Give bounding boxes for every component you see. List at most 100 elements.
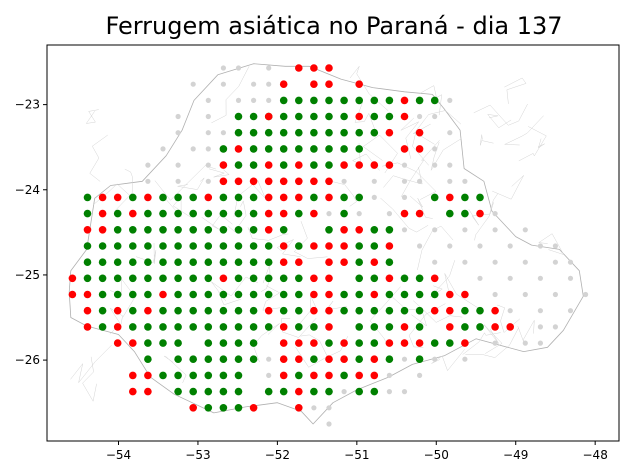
red-point: [83, 323, 92, 331]
gray_station-point: [251, 97, 257, 103]
green-point: [370, 387, 379, 396]
red-point: [279, 209, 288, 218]
gray_station-point: [386, 389, 392, 395]
green-point: [295, 128, 303, 137]
green-point: [159, 242, 167, 250]
gray_station-point: [462, 259, 468, 265]
municipal-border: [504, 77, 527, 104]
green-point: [355, 323, 364, 331]
green-point: [234, 404, 243, 412]
municipal-border: [414, 110, 462, 145]
red-point: [264, 306, 273, 315]
green-point: [129, 193, 137, 202]
green-point: [189, 290, 197, 299]
gray_station-point: [326, 405, 332, 411]
green-point: [249, 226, 258, 234]
gray_station-point: [432, 227, 438, 233]
gray_station-point: [447, 162, 453, 168]
gray_station-point: [447, 97, 453, 103]
green-point: [279, 161, 288, 169]
green-point: [355, 145, 364, 153]
green-point: [159, 209, 167, 218]
green-point: [279, 128, 288, 137]
green-point: [204, 226, 213, 234]
municipal-border: [468, 202, 494, 226]
gray_station-point: [205, 97, 211, 103]
red-point: [189, 404, 197, 412]
gray_station-point: [205, 113, 211, 120]
red-point: [325, 80, 333, 88]
green-point: [83, 209, 92, 218]
gray_station-point: [417, 243, 423, 249]
red-point: [264, 209, 273, 218]
municipal-border: [211, 66, 250, 124]
green-point: [174, 387, 182, 396]
green-point: [340, 371, 348, 380]
municipal-border: [538, 233, 565, 256]
green-point: [219, 323, 228, 331]
red-point: [461, 339, 469, 347]
green-point: [144, 323, 152, 331]
x-tick-label: −54: [106, 448, 131, 462]
green-point: [264, 387, 273, 396]
gray_station-point: [386, 211, 392, 217]
data-points: [68, 64, 589, 427]
green-point: [234, 258, 243, 267]
municipal-border: [89, 134, 108, 182]
green-point: [430, 193, 439, 202]
green-point: [189, 306, 197, 315]
gray_station-point: [235, 97, 242, 103]
green-point: [234, 128, 243, 137]
red-point: [310, 80, 318, 88]
green-point: [279, 96, 288, 105]
green-point: [295, 371, 303, 380]
red-point: [370, 290, 379, 299]
gray_station-point: [220, 65, 226, 71]
green-point: [129, 258, 137, 267]
gray_station-point: [266, 81, 272, 87]
green-point: [385, 306, 394, 315]
x-tick-label: −52: [265, 448, 290, 462]
gray_station-point: [417, 372, 423, 378]
red-point: [310, 64, 318, 72]
green-point: [159, 306, 167, 315]
municipal-border: [253, 323, 280, 363]
gray_station-point: [145, 178, 151, 184]
green-point: [129, 242, 137, 250]
red-point: [98, 226, 107, 234]
green-point: [174, 242, 182, 250]
green-point: [295, 112, 303, 121]
red-point: [325, 323, 333, 331]
red-point: [68, 290, 77, 299]
green-point: [279, 226, 288, 234]
green-point: [83, 274, 92, 283]
municipal-border: [262, 285, 281, 311]
green-point: [476, 306, 484, 315]
municipal-border: [227, 200, 247, 232]
green-point: [113, 258, 122, 267]
green-point: [325, 226, 333, 234]
municipal-border: [537, 138, 545, 149]
red-point: [310, 290, 318, 299]
municipal-border: [208, 168, 230, 178]
green-point: [279, 112, 288, 121]
green-point: [430, 290, 439, 299]
green-point: [340, 209, 348, 218]
green-point: [129, 274, 137, 283]
green-point: [355, 128, 364, 137]
green-point: [385, 258, 394, 267]
green-point: [144, 339, 152, 347]
green-point: [113, 290, 122, 299]
green-point: [249, 355, 258, 364]
red-point: [295, 161, 303, 169]
red-point: [325, 290, 333, 299]
green-point: [98, 290, 107, 299]
red-point: [385, 274, 394, 283]
gray_station-point: [266, 372, 272, 378]
red-point: [340, 355, 348, 364]
green-point: [340, 145, 348, 153]
green-point: [219, 290, 228, 299]
red-point: [310, 274, 318, 283]
gray_station-point: [462, 356, 468, 362]
y-tick-label: −23: [15, 98, 40, 112]
